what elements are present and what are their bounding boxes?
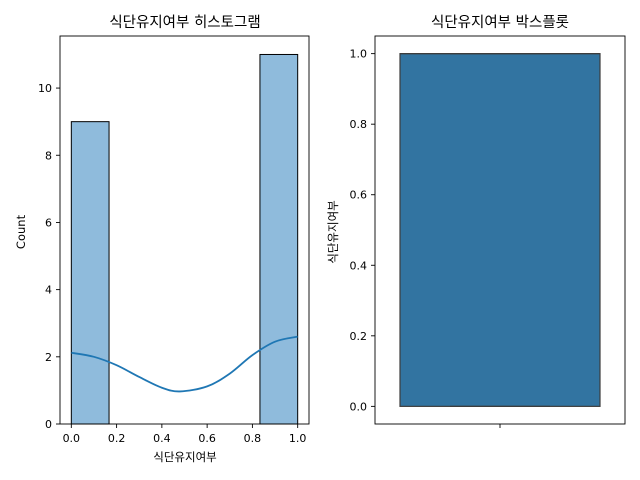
histogram-x-tick-label: 0.0 [63, 432, 81, 445]
boxplot-y-tick-label: 0.4 [350, 259, 368, 272]
boxplot-title: 식단유지여부 박스플롯 [431, 14, 569, 31]
histogram-bar-0 [70, 121, 110, 425]
histogram-x-tick-label: 0.6 [198, 432, 216, 445]
histogram-y-axis-label: Count [14, 214, 28, 249]
boxplot-y-tick-label: 0.2 [350, 330, 368, 343]
histogram-y-tick-label: 2 [45, 351, 52, 364]
boxplot-elements [399, 53, 601, 407]
boxplot-y-tick-label: 0.8 [350, 118, 368, 131]
histogram-y-tick-label: 8 [45, 149, 52, 162]
histogram-y-tick-label: 4 [45, 284, 52, 297]
histogram-x-ticks: 0.0 0.2 0.4 0.6 0.8 1.0 [63, 424, 307, 445]
boxplot-y-axis-label: 식단유지여부 [326, 200, 340, 263]
histogram-x-axis-label: 식단유지여부 [153, 450, 216, 464]
boxplot-y-tick-label: 0.0 [350, 400, 368, 413]
histogram-x-tick-label: 0.8 [244, 432, 262, 445]
histogram-axes-frame [59, 35, 310, 425]
histogram-y-tick-label: 6 [45, 216, 52, 229]
histogram-bar-1 [259, 53, 299, 425]
histogram-x-tick-label: 0.2 [108, 432, 126, 445]
boxplot-y-ticks: 0.0 0.2 0.4 0.6 0.8 1.0 [350, 48, 375, 413]
histogram-y-tick-label: 10 [38, 82, 52, 95]
histogram-title: 식단유지여부 히스토그램 [109, 14, 260, 31]
histogram-y-ticks: 0 2 4 6 8 10 [38, 82, 60, 431]
boxplot-y-tick-label: 0.6 [350, 189, 368, 202]
histogram-x-tick-label: 1.0 [289, 432, 307, 445]
histogram-x-tick-label: 0.4 [153, 432, 171, 445]
histogram-bars [70, 53, 299, 425]
box-iqr [399, 53, 601, 407]
boxplot-y-tick-label: 1.0 [350, 48, 368, 61]
histogram-y-tick-label: 0 [45, 418, 52, 431]
boxplot-panel: 식단유지여부 박스플롯 0.0 0.2 0.4 0.6 0.8 1.0 식단유지여부 [326, 14, 626, 428]
histogram-panel: 식단유지여부 히스토그램 0.0 0.2 0.4 0.6 0.8 1.0 0246810 … [14, 14, 310, 464]
kde-line [71, 335, 298, 393]
